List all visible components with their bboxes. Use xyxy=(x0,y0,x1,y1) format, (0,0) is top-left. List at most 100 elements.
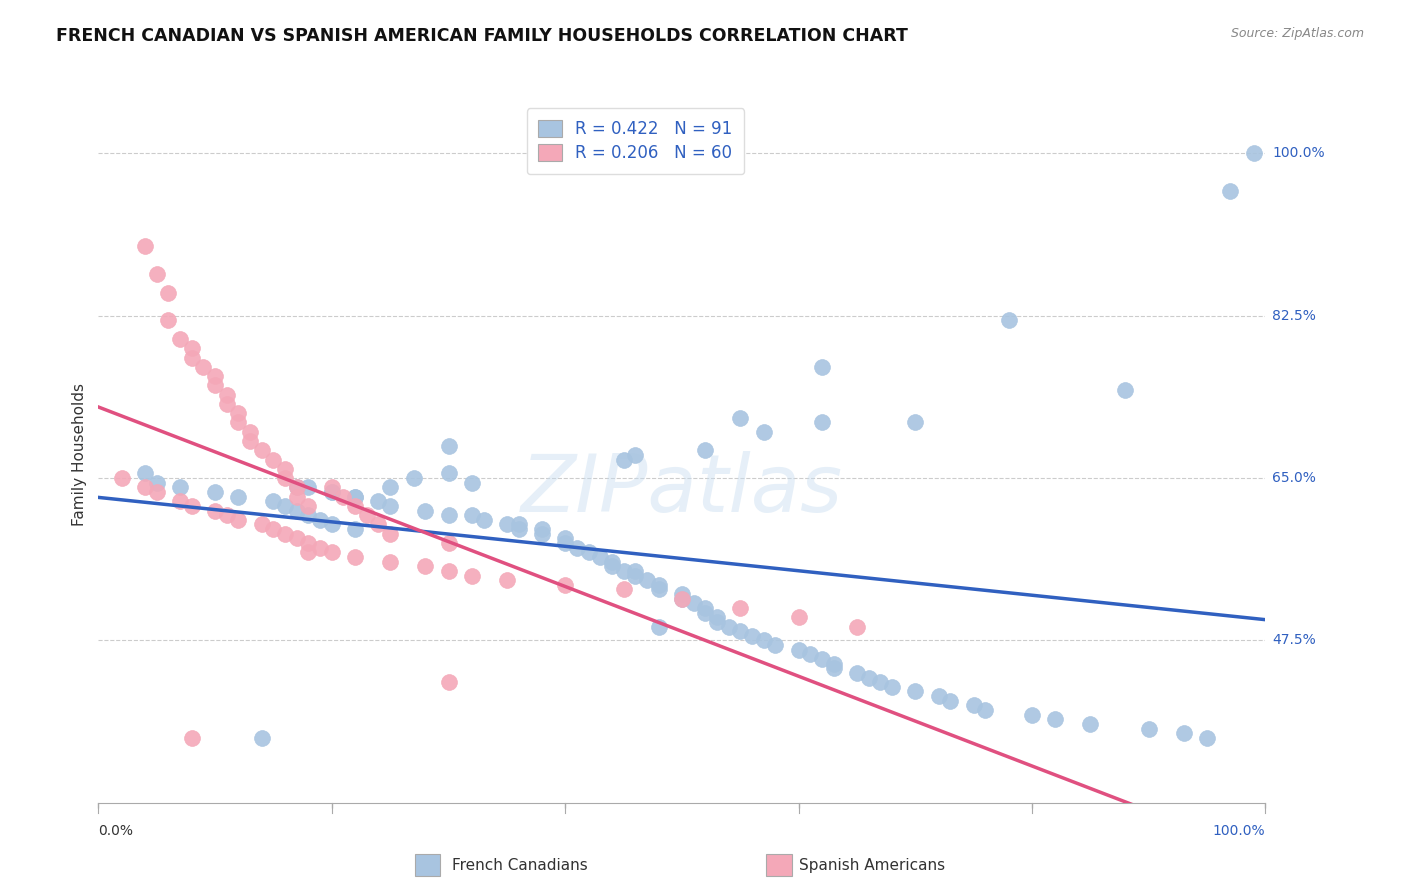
Point xyxy=(437,439,460,453)
Point xyxy=(904,684,927,698)
Point xyxy=(285,480,308,494)
Point xyxy=(823,657,845,671)
Point xyxy=(134,480,156,494)
Point xyxy=(858,671,880,685)
Point xyxy=(695,601,717,615)
Point xyxy=(228,513,250,527)
Point xyxy=(811,652,834,666)
Point xyxy=(706,610,728,624)
Point xyxy=(134,239,156,253)
Point xyxy=(695,606,717,620)
Point xyxy=(321,485,343,500)
Point xyxy=(180,499,202,513)
Point xyxy=(752,633,775,648)
Point xyxy=(204,378,226,392)
Point xyxy=(589,549,612,564)
Point xyxy=(997,313,1019,327)
Point xyxy=(297,536,319,550)
Point xyxy=(228,406,250,420)
Point xyxy=(811,416,834,430)
Point xyxy=(1045,712,1067,726)
Point xyxy=(111,471,134,485)
Point xyxy=(146,267,169,281)
Point xyxy=(297,480,319,494)
Point xyxy=(752,425,775,439)
Point xyxy=(600,559,623,574)
Point xyxy=(612,582,634,597)
Point xyxy=(204,485,226,500)
Point xyxy=(578,545,600,559)
Point xyxy=(169,480,191,494)
Text: 100.0%: 100.0% xyxy=(1213,823,1265,838)
Point xyxy=(682,596,704,610)
Point xyxy=(344,499,367,513)
Point xyxy=(787,642,810,657)
Text: ZIPatlas: ZIPatlas xyxy=(520,450,844,529)
Point xyxy=(624,568,647,582)
Point xyxy=(461,508,484,523)
Point xyxy=(215,387,238,401)
Point xyxy=(811,359,834,374)
Point xyxy=(1243,146,1265,161)
Point xyxy=(437,508,460,523)
Point xyxy=(437,467,460,481)
Point xyxy=(508,517,530,532)
Point xyxy=(437,536,460,550)
Point xyxy=(215,508,238,523)
Text: 65.0%: 65.0% xyxy=(1272,471,1316,485)
Point xyxy=(413,559,436,574)
Point xyxy=(262,522,284,536)
Point xyxy=(799,648,821,662)
Point xyxy=(461,475,484,490)
Point xyxy=(565,541,588,555)
Point xyxy=(624,448,647,462)
Point xyxy=(845,619,868,633)
Point xyxy=(508,522,530,536)
Point xyxy=(321,485,343,500)
Point xyxy=(169,332,191,346)
Point xyxy=(402,471,425,485)
Point xyxy=(169,494,191,508)
Point xyxy=(180,351,202,365)
Point xyxy=(1137,722,1160,736)
Text: Spanish Americans: Spanish Americans xyxy=(799,858,945,872)
Point xyxy=(204,369,226,384)
Point xyxy=(285,480,308,494)
Point xyxy=(274,471,297,485)
Point xyxy=(495,573,517,587)
Point xyxy=(239,434,262,448)
Point xyxy=(730,624,752,639)
Point xyxy=(1080,717,1102,731)
Point xyxy=(869,675,891,690)
Point xyxy=(297,508,319,523)
Point xyxy=(274,526,297,541)
Point xyxy=(845,665,868,680)
Point xyxy=(344,522,367,536)
Point xyxy=(706,615,728,629)
Point xyxy=(939,694,962,708)
Point xyxy=(823,661,845,675)
Point xyxy=(285,532,308,546)
Point xyxy=(204,503,226,517)
Point xyxy=(624,564,647,578)
Point xyxy=(262,452,284,467)
Y-axis label: Family Households: Family Households xyxy=(72,384,87,526)
Point xyxy=(1114,383,1136,397)
Point xyxy=(367,494,389,508)
Point xyxy=(250,443,273,458)
Text: 100.0%: 100.0% xyxy=(1272,146,1324,161)
Point xyxy=(671,591,693,606)
Text: 0.0%: 0.0% xyxy=(98,823,134,838)
Point xyxy=(297,545,319,559)
Point xyxy=(647,619,669,633)
Point xyxy=(763,638,786,652)
Text: FRENCH CANADIAN VS SPANISH AMERICAN FAMILY HOUSEHOLDS CORRELATION CHART: FRENCH CANADIAN VS SPANISH AMERICAN FAMI… xyxy=(56,27,908,45)
Point xyxy=(193,359,215,374)
Point xyxy=(356,508,378,523)
Point xyxy=(285,503,308,517)
Point xyxy=(332,490,354,504)
Point xyxy=(228,416,250,430)
Point xyxy=(134,467,156,481)
Point xyxy=(647,582,669,597)
Text: French Canadians: French Canadians xyxy=(453,858,588,872)
